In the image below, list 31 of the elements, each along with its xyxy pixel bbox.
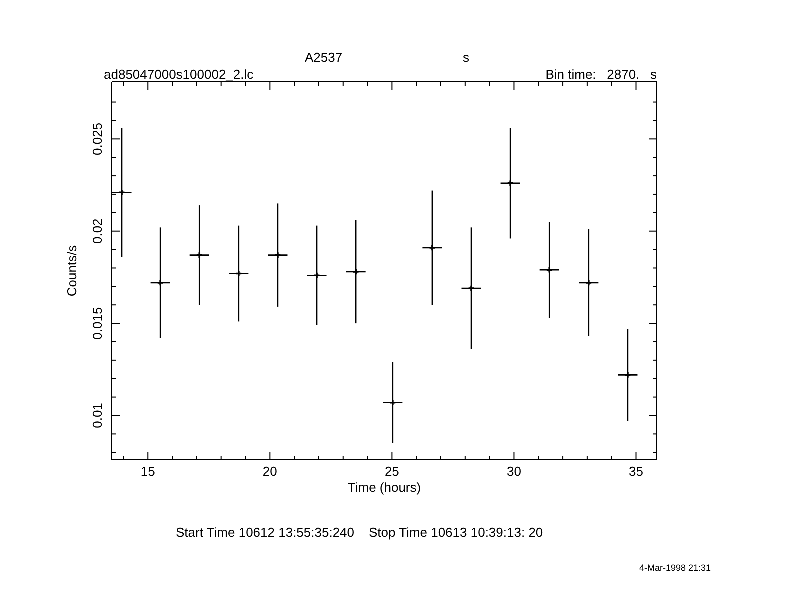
text: s	[463, 50, 470, 65]
point	[353, 269, 359, 275]
x-tick-label: 25	[384, 464, 400, 479]
y-tick-label: 0.02	[90, 218, 105, 244]
x-tick-label: 20	[262, 464, 278, 479]
point	[196, 252, 202, 258]
annotation: ad85047000s100002_2.lc	[104, 67, 254, 82]
point	[508, 180, 514, 186]
text: 4-Mar-1998 21:31	[639, 563, 711, 573]
y-tick-label: 0.01	[90, 403, 105, 428]
point	[119, 190, 125, 196]
point	[468, 286, 474, 292]
point	[314, 272, 320, 278]
point	[586, 280, 592, 286]
y-axis-title: Counts/s	[64, 244, 80, 297]
point	[625, 372, 631, 378]
point	[546, 267, 552, 273]
y-tick-label: 0.025	[90, 122, 105, 156]
x-tick-label: 30	[506, 464, 522, 479]
y-tick-label: 0.015	[90, 307, 105, 340]
chart-title: A2537	[305, 50, 343, 65]
point	[430, 245, 436, 251]
x-tick-label: 35	[629, 464, 644, 479]
point	[275, 252, 281, 258]
annotation: Bin time: 2870. s	[546, 67, 657, 82]
point	[236, 271, 242, 276]
x-tick-label: 15	[140, 464, 156, 479]
point	[390, 400, 396, 406]
point	[158, 280, 164, 286]
text: Start Time 10612 13:55:35:240 Stop Time 10613 10:39:13: 20	[176, 525, 544, 540]
x-axis-title: Time (hours)	[348, 480, 422, 495]
